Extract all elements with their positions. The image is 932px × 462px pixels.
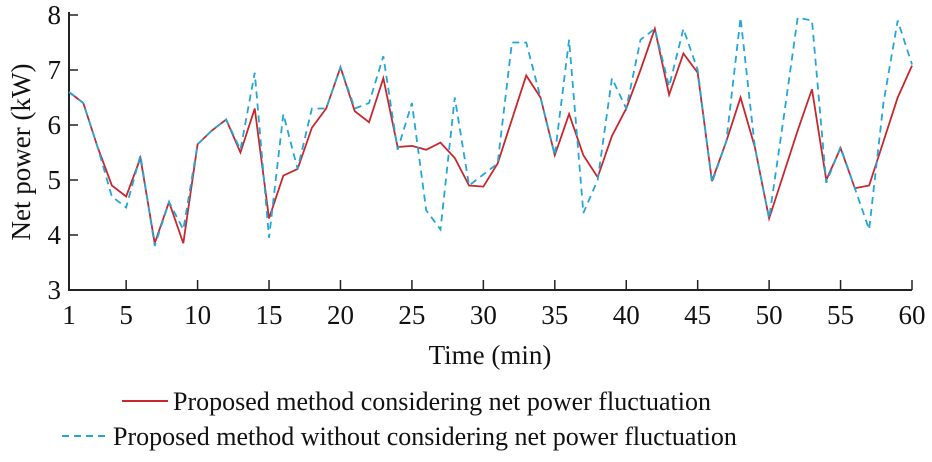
y-tick-label: 6 — [48, 110, 62, 140]
y-tick-label: 5 — [48, 165, 62, 195]
y-tick-label: 3 — [48, 275, 62, 305]
y-tick-label: 4 — [48, 220, 62, 250]
x-tick-label: 10 — [184, 300, 211, 330]
series-line-considering — [68, 25, 913, 244]
x-tick-label: 60 — [899, 300, 926, 330]
legend-label-considering: Proposed method considering net power fl… — [173, 387, 711, 416]
x-tick-label: 55 — [827, 300, 854, 330]
x-tick-label: 5 — [119, 300, 133, 330]
legend: Proposed method considering net power fl… — [62, 387, 737, 451]
x-tick-label: 15 — [256, 300, 283, 330]
x-tick-label: 50 — [756, 300, 783, 330]
x-tick-label: 45 — [684, 300, 711, 330]
y-tick-label: 8 — [48, 0, 62, 30]
y-axis-label: Net power (kW) — [6, 64, 36, 241]
series-line-without — [68, 16, 913, 247]
x-tick-label: 35 — [541, 300, 568, 330]
legend-label-without: Proposed method without considering net … — [113, 422, 737, 451]
x-tick-label: 40 — [613, 300, 640, 330]
x-tick-label: 30 — [470, 300, 497, 330]
x-tick-label: 20 — [327, 300, 354, 330]
x-tick-label: 25 — [398, 300, 425, 330]
series-group — [68, 16, 913, 247]
y-tick-label: 7 — [48, 55, 62, 85]
x-axis-label: Time (min) — [429, 340, 552, 370]
x-tick-label: 1 — [62, 300, 76, 330]
